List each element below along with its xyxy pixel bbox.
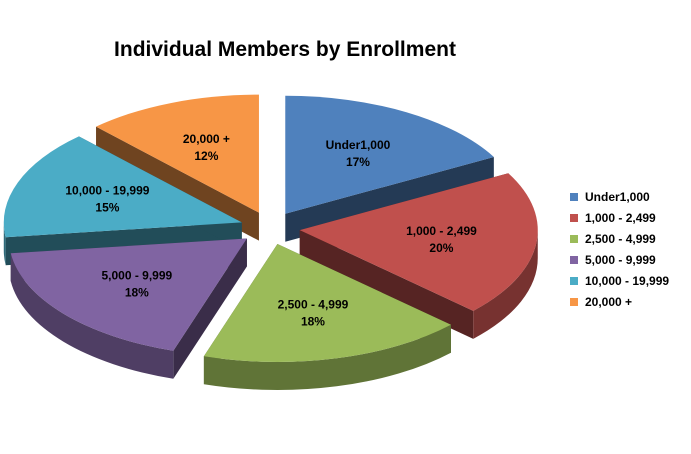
slice-percent-under1-000: 17% — [346, 155, 370, 169]
slice-label-20-000: 20,000 + — [183, 132, 230, 146]
slice-side-wall — [299, 230, 474, 339]
pie-slice-2-500-4-999 — [203, 243, 451, 390]
legend: Under1,000 1,000 - 2,499 2,500 - 4,999 5,00… — [570, 186, 669, 312]
slice-percent-2-500-4-999: 18% — [301, 315, 325, 329]
slice-percent-20-000: 12% — [194, 149, 218, 163]
slice-outer-wall — [473, 230, 538, 339]
legend-item-under1-000: Under1,000 — [570, 186, 669, 207]
legend-label: 5,000 - 9,999 — [585, 252, 656, 267]
legend-item-5-000-9-999: 5,000 - 9,999 — [570, 249, 669, 270]
pie-slice-1-000-2-499 — [299, 173, 538, 339]
slice-label-2-500-4-999: 2,500 - 4,999 — [278, 298, 349, 312]
slice-outer-wall — [10, 253, 174, 379]
legend-item-1-000-2-499: 1,000 - 2,499 — [570, 207, 669, 228]
slice-outer-wall — [3, 222, 6, 266]
pie-slice-10-000-19-999 — [3, 136, 242, 266]
slice-label-under1-000: Under1,000 — [326, 138, 391, 152]
legend-swatch — [570, 234, 578, 243]
legend-item-10-000-19-999: 10,000 - 19,999 — [570, 270, 669, 291]
chart-title: Individual Members by Enrollment — [114, 38, 456, 61]
slice-outer-wall — [203, 324, 451, 390]
legend-swatch — [570, 297, 578, 306]
slice-percent-5-000-9-999: 18% — [125, 286, 149, 300]
legend-swatch — [570, 255, 578, 264]
slice-side-wall — [173, 238, 247, 379]
legend-label: 10,000 - 19,999 — [585, 273, 670, 288]
legend-label: Under1,000 — [585, 189, 650, 204]
slice-top-face — [3, 136, 242, 238]
slice-top-face — [203, 243, 451, 362]
legend-item-2-500-4-999: 2,500 - 4,999 — [570, 228, 669, 249]
slice-top-face — [285, 95, 494, 214]
slice-top-face — [299, 173, 538, 311]
legend-swatch — [570, 192, 578, 201]
legend-label: 2,500 - 4,999 — [585, 231, 656, 246]
legend-label: 1,000 - 2,499 — [585, 210, 656, 225]
slice-label-1-000-2-499: 1,000 - 2,499 — [406, 224, 477, 238]
slice-percent-10-000-19-999: 15% — [95, 200, 119, 214]
pie-slice-5-000-9-999 — [10, 238, 247, 379]
legend-swatch — [570, 213, 578, 222]
slice-top-face — [96, 94, 259, 213]
legend-swatch — [570, 276, 578, 285]
slice-percent-1-000-2-499: 20% — [429, 241, 453, 255]
legend-label: 20,000 + — [585, 294, 633, 309]
slice-top-face — [10, 238, 247, 351]
slice-label-10-000-19-999: 10,000 - 19,999 — [65, 183, 149, 197]
legend-item-20-000: 20,000 + — [570, 291, 669, 312]
slice-label-5-000-9-999: 5,000 - 9,999 — [101, 269, 172, 283]
